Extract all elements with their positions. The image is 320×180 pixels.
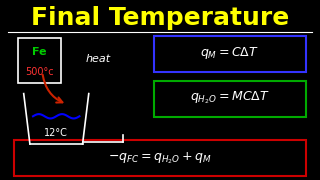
Text: $-q_{FC} = q_{H_2O} + q_M$: $-q_{FC} = q_{H_2O} + q_M$ bbox=[108, 151, 212, 166]
Text: 500°c: 500°c bbox=[25, 67, 53, 76]
Text: Final Temperature: Final Temperature bbox=[31, 6, 289, 30]
Text: Fe: Fe bbox=[32, 47, 46, 57]
Text: 12°C: 12°C bbox=[44, 128, 68, 138]
Text: $q_{H_2O} = MC\Delta T$: $q_{H_2O} = MC\Delta T$ bbox=[190, 90, 269, 106]
Text: heat: heat bbox=[85, 54, 111, 64]
Text: $q_M = C\Delta T$: $q_M = C\Delta T$ bbox=[200, 45, 259, 61]
